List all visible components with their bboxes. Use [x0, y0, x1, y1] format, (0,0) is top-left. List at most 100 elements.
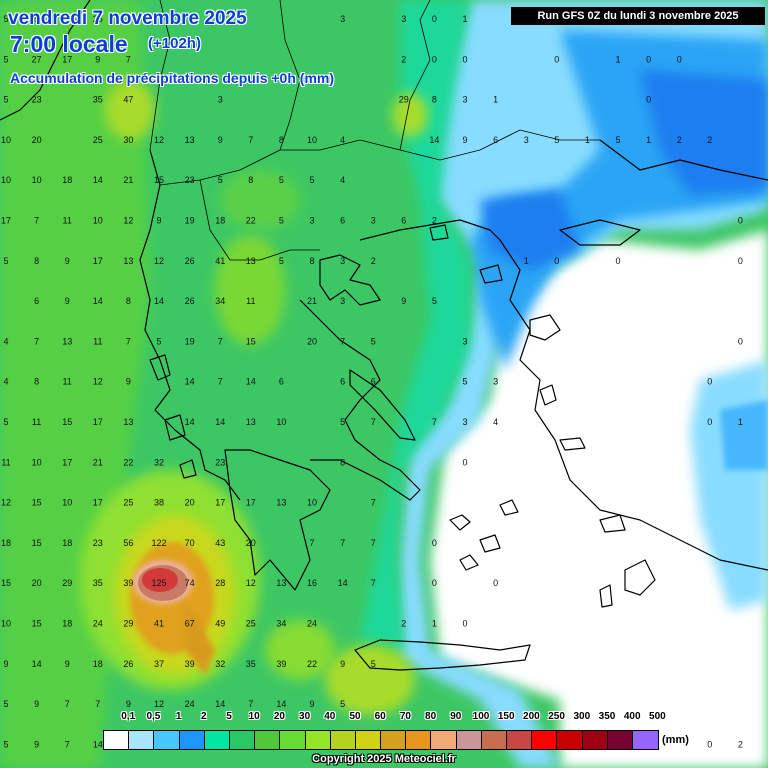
- legend-swatch: [104, 731, 130, 749]
- legend-swatch: [154, 731, 180, 749]
- grid-value: 18: [215, 216, 225, 226]
- grid-value: 49: [215, 619, 225, 629]
- grid-value: 35: [93, 95, 103, 105]
- grid-value: 5: [279, 216, 284, 226]
- grid-value: 14: [338, 578, 348, 588]
- grid-value: 14: [93, 175, 103, 185]
- grid-value: 41: [215, 256, 225, 266]
- grid-value: 9: [65, 296, 70, 306]
- grid-value: 5: [371, 336, 376, 346]
- grid-value: 12: [154, 135, 164, 145]
- grid-value: 6: [340, 377, 345, 387]
- grid-value: 10: [307, 498, 317, 508]
- legend-swatch: [255, 731, 281, 749]
- border-inner-1: [199, 179, 320, 261]
- legend-swatch: [632, 731, 659, 749]
- east-blue-patch-2: [720, 400, 768, 470]
- grid-value: 0: [432, 14, 437, 24]
- grid-value: 5: [371, 659, 376, 669]
- grid-value: 7: [432, 417, 437, 427]
- grid-value: 1: [524, 256, 529, 266]
- greece-east-coast: [299, 299, 421, 501]
- grid-value: 6: [34, 296, 39, 306]
- grid-value: 6: [279, 377, 284, 387]
- samos: [559, 437, 586, 451]
- grid-value: 5: [34, 14, 39, 24]
- grid-value: 9: [218, 135, 223, 145]
- grid-value: 15: [32, 619, 42, 629]
- grid-value: 23: [215, 457, 225, 467]
- forecast-time: 7:00 locale: [10, 31, 128, 57]
- grid-value: 12: [93, 377, 103, 387]
- grid-value: 3: [401, 14, 406, 24]
- grid-value: 9: [156, 216, 161, 226]
- border-north: [159, 139, 481, 186]
- grid-value: 5: [340, 417, 345, 427]
- grid-value: 18: [93, 659, 103, 669]
- grid-value: 7: [371, 578, 376, 588]
- grid-value: 14: [185, 377, 195, 387]
- grid-value: 18: [62, 175, 72, 185]
- grid-value: 17: [93, 417, 103, 427]
- legend-label: 2: [201, 711, 207, 722]
- legend-swatch: [330, 731, 356, 749]
- legend-swatch: [532, 731, 558, 749]
- grid-value: 3: [340, 256, 345, 266]
- grid-value: 15: [154, 175, 164, 185]
- grid-value: 9: [65, 659, 70, 669]
- copyright-notice: Copyright 2025 Meteociel.fr: [312, 753, 456, 765]
- turkey-coast: [499, 239, 768, 571]
- marmara-sea: [559, 219, 641, 246]
- deep-blue-patch: [640, 70, 768, 195]
- grid-value: 8: [432, 95, 437, 105]
- grid-value: 18: [62, 538, 72, 548]
- map-description: Accumulation de précipitations depuis +0…: [10, 70, 334, 86]
- inland-light-green-3: [392, 93, 428, 137]
- grid-value: 4: [3, 336, 8, 346]
- grid-value: 1: [738, 417, 743, 427]
- legend-swatch: [129, 731, 155, 749]
- grid-value: 3: [218, 95, 223, 105]
- grid-value: 9: [401, 296, 406, 306]
- grid-value: 5: [279, 256, 284, 266]
- crete-island: [354, 639, 531, 671]
- grid-value: 0: [738, 336, 743, 346]
- grid-value: 24: [307, 619, 317, 629]
- legend-swatch: [456, 731, 482, 749]
- lesbos: [529, 314, 561, 341]
- balkan-west-coast: [139, 149, 241, 501]
- grid-value: 7: [34, 336, 39, 346]
- inland-light-green-6: [325, 645, 415, 715]
- grid-value: 3: [309, 216, 314, 226]
- grid-value: 2: [707, 135, 712, 145]
- heavy-rain-red: [142, 568, 178, 592]
- grid-value: 13: [123, 417, 133, 427]
- corfu: [149, 354, 171, 381]
- grid-value: 8: [34, 256, 39, 266]
- grid-value: 70: [185, 538, 195, 548]
- grid-value: 26: [185, 256, 195, 266]
- grid-value: 0: [707, 377, 712, 387]
- grid-value: 37: [154, 659, 164, 669]
- legend-label: 5: [226, 711, 232, 722]
- border-inner-5: [149, 0, 171, 151]
- grid-value: 7: [371, 538, 376, 548]
- grid-value: 10: [32, 175, 42, 185]
- grid-value: 22: [307, 659, 317, 669]
- grid-value: 17: [93, 256, 103, 266]
- legend-label: 200: [523, 711, 540, 722]
- legend-swatch: [431, 731, 457, 749]
- grid-value: 9: [126, 377, 131, 387]
- grid-value: 17: [246, 498, 256, 508]
- grid-value: 5: [3, 95, 8, 105]
- grid-value: 8: [34, 377, 39, 387]
- grid-value: 26: [185, 296, 195, 306]
- legend-label: 90: [450, 711, 462, 722]
- grid-value: 11: [1, 457, 10, 467]
- dry-zone-east: [430, 230, 768, 768]
- legend-swatch: [204, 731, 230, 749]
- grid-value: 3: [371, 216, 376, 226]
- legend-label: 350: [598, 711, 616, 722]
- grid-value: 9: [95, 54, 100, 64]
